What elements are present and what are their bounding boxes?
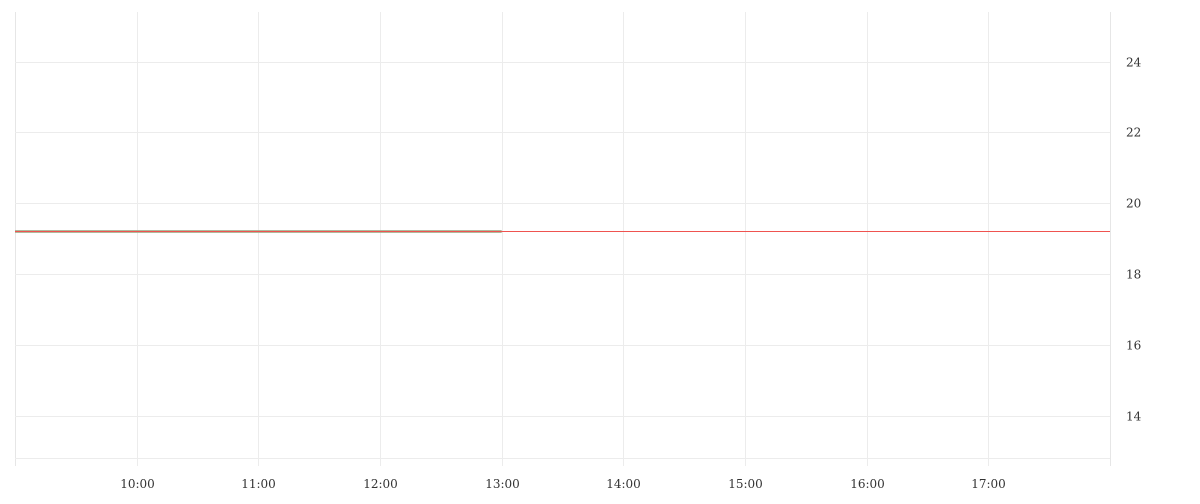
x-tick-label: 11:00	[241, 477, 276, 491]
x-tick-label: 14:00	[606, 477, 641, 491]
x-tick-label: 15:00	[728, 477, 763, 491]
y-tick-label: 18	[1126, 268, 1141, 282]
x-tick-label: 16:00	[850, 477, 885, 491]
x-tick-label: 13:00	[485, 477, 520, 491]
y-tick-label: 14	[1126, 410, 1142, 424]
y-tick-label: 22	[1126, 126, 1141, 140]
grid	[15, 12, 1111, 466]
x-axis: 10:00 11:00 12:00 13:00 14:00 15:00 16:00 17:00	[120, 477, 1006, 491]
y-tick-label: 24	[1126, 56, 1142, 70]
y-axis: 14 16 18 20 22 24	[1126, 56, 1142, 424]
x-tick-label: 12:00	[363, 477, 398, 491]
x-tick-label: 17:00	[971, 477, 1006, 491]
y-tick-label: 16	[1126, 339, 1141, 353]
x-tick-label: 10:00	[120, 477, 155, 491]
y-tick-label: 20	[1126, 197, 1141, 211]
